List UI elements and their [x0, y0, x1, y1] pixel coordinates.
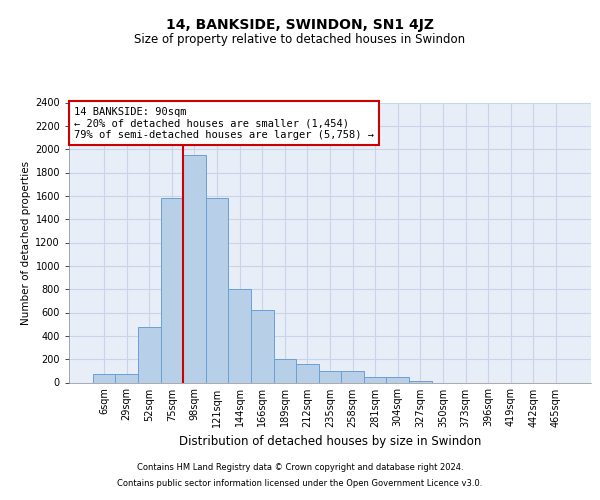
Text: Contains HM Land Registry data © Crown copyright and database right 2024.: Contains HM Land Registry data © Crown c… [137, 464, 463, 472]
Text: 14, BANKSIDE, SWINDON, SN1 4JZ: 14, BANKSIDE, SWINDON, SN1 4JZ [166, 18, 434, 32]
Bar [115, 374, 138, 382]
Bar [206, 198, 229, 382]
X-axis label: Distribution of detached houses by size in Swindon: Distribution of detached houses by size … [179, 435, 481, 448]
Bar [138, 326, 161, 382]
Bar [364, 376, 386, 382]
Bar [183, 155, 206, 382]
Text: Contains public sector information licensed under the Open Government Licence v3: Contains public sector information licen… [118, 478, 482, 488]
Text: 14 BANKSIDE: 90sqm
← 20% of detached houses are smaller (1,454)
79% of semi-deta: 14 BANKSIDE: 90sqm ← 20% of detached hou… [74, 106, 374, 140]
Y-axis label: Number of detached properties: Number of detached properties [21, 160, 31, 324]
Bar [251, 310, 274, 382]
Bar [319, 371, 341, 382]
Bar [93, 374, 115, 382]
Bar [161, 198, 183, 382]
Text: Size of property relative to detached houses in Swindon: Size of property relative to detached ho… [134, 32, 466, 46]
Bar [341, 371, 364, 382]
Bar [229, 289, 251, 382]
Bar [296, 364, 319, 382]
Bar [274, 359, 296, 382]
Bar [386, 376, 409, 382]
